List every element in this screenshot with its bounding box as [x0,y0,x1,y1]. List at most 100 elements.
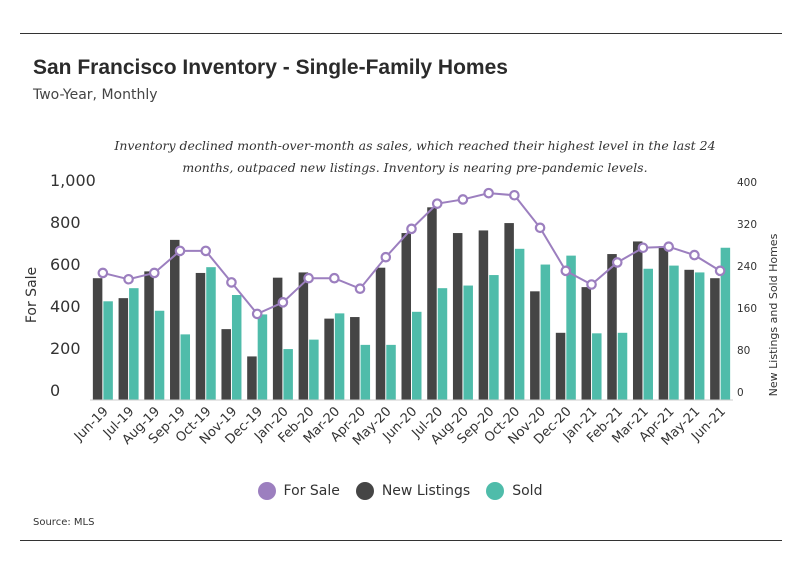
bar-sold [257,314,268,400]
point-for-sale [149,267,160,279]
point-for-sale [611,257,623,268]
bar-sold [231,295,242,400]
bar-sold [489,275,499,400]
y-tick-label-right: 400 [737,177,757,189]
bar-sold [129,288,139,400]
y-tick-label-right: 240 [737,261,757,273]
y-tick-label-left: 600 [50,255,81,274]
point-for-sale [123,273,134,285]
point-for-sale [457,194,469,205]
bar-sold [180,334,191,400]
bar-new-listings [298,272,309,400]
bar-new-listings [170,239,180,400]
y-axis-label-right: New Listings and Sold Homes [767,233,780,396]
point-for-sale [200,245,212,257]
y-tick-label-left: 400 [50,297,81,316]
y-tick-label-right: 320 [737,219,757,231]
point-for-sale [689,249,700,261]
point-for-sale [509,189,520,201]
y-tick-label-left: 1,000 [50,171,96,190]
bar-sold [694,272,705,400]
bar-sold [514,248,525,400]
bottom-rule [20,540,782,541]
point-for-sale [431,198,443,209]
bar-sold [283,349,293,400]
bar-new-listings [221,329,231,400]
point-for-sale [663,241,674,252]
line-for-sale [102,192,721,316]
bar-new-listings [324,318,334,400]
bar-sold [540,264,551,400]
bar-new-listings [607,254,617,400]
point-for-sale [714,265,726,277]
bar-new-listings [92,278,103,400]
bar-new-listings [195,272,206,400]
bar-new-listings [401,233,411,400]
bar-sold [334,313,345,400]
point-for-sale [560,265,572,277]
point-for-sale [251,308,263,320]
bar-new-listings [581,287,592,400]
bar-new-listings [658,246,669,400]
legend-swatch-for-sale [257,482,276,500]
legend: For Sale New Listings Sold [0,482,800,500]
point-for-sale [586,279,597,290]
y-tick-label-right: 80 [737,345,750,357]
bar-sold [669,265,679,400]
source-note: Source: MLS [33,517,95,528]
bar-sold [720,247,731,400]
legend-item-sold: Sold [486,482,542,500]
bar-sold [643,268,653,400]
point-for-sale [406,223,417,235]
legend-label-new-listings: New Listings [381,483,471,499]
y-tick-label-left: 200 [50,339,81,358]
bar-sold [154,310,165,400]
legend-label-for-sale: For Sale [283,483,340,499]
chart-title: San Francisco Inventory - Single-Family … [33,56,508,79]
point-for-sale [534,222,546,234]
point-for-sale [637,242,649,254]
bar-new-listings [247,356,257,400]
bar-new-listings [118,298,129,400]
point-for-sale [303,272,314,284]
bar-sold [412,311,422,400]
legend-swatch-sold [486,482,505,500]
point-for-sale [380,251,392,263]
y-tick-label-right: 0 [737,387,744,399]
bar-new-listings [144,271,154,400]
bar-new-listings [375,267,386,400]
bar-sold [437,288,448,400]
bar-sold [386,344,396,400]
chart-canvas: 0 200 400 600 800 1,000 0 80 160 240 320 400 For Sal… [24,171,780,449]
y-tick-label-left: 800 [50,213,81,232]
chart-subtitle: Two-Year, Monthly [33,87,158,103]
bar-sold [617,332,628,400]
bar-new-listings [478,230,489,400]
bar-new-listings [684,269,694,400]
bar-sold [103,301,113,400]
bar-new-listings [350,317,360,400]
bar-new-listings [710,278,720,400]
legend-swatch-new-listings [355,482,374,500]
bar-sold [463,285,473,400]
point-for-sale [277,297,289,308]
bar-sold [309,339,319,400]
legend-item-for-sale: For Sale [257,482,340,500]
bar-new-listings [504,223,514,400]
bar-new-listings [272,277,283,400]
point-for-sale [483,187,494,199]
bar-new-listings [452,233,463,400]
bar-new-listings [427,207,437,400]
legend-item-new-listings: New Listings [355,482,471,500]
y-tick-label-right: 160 [737,303,757,315]
top-rule [20,33,782,34]
point-for-sale [174,245,186,257]
bar-sold [206,267,216,400]
bar-sold [360,344,371,400]
y-axis-label-left: For Sale [24,267,40,323]
bar-sold [566,255,576,400]
bar-sold [592,333,602,400]
bar-new-listings [530,291,540,400]
point-for-sale [329,272,340,284]
point-for-sale [97,267,109,279]
